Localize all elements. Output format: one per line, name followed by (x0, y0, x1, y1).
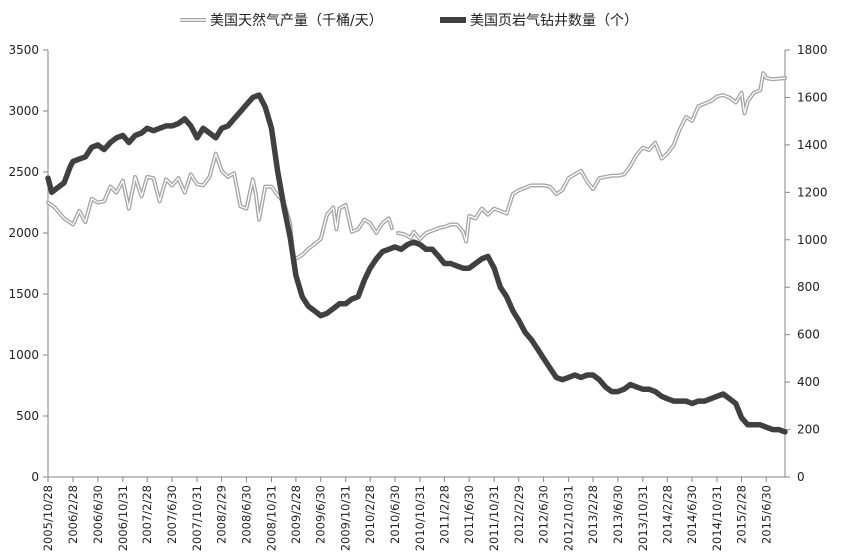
y-left-tick-label: 1000 (8, 348, 39, 362)
y-left-tick-label: 3500 (8, 43, 39, 57)
x-tick-label: 2010/6/30 (388, 485, 402, 544)
y-right-tick-label: 600 (797, 328, 820, 342)
legend-item-shale-rigs: 美国页岩气钻井数量（个） (440, 13, 638, 29)
x-tick-label: 2010/2/28 (363, 485, 377, 544)
series-shale-rigs-line (45, 92, 788, 435)
x-tick-label: 2013/2/28 (586, 485, 600, 544)
y-right-tick-label: 1600 (797, 90, 828, 104)
series-gas-production-line-inner (397, 72, 786, 243)
series-gas-production-line-inner (47, 153, 393, 261)
y-right-tick-label: 1000 (797, 233, 828, 247)
y-left-tick-label: 0 (31, 470, 39, 484)
y-right-tick-label: 400 (797, 375, 820, 389)
x-tick-label: 2012/6/30 (537, 485, 551, 544)
x-tick-label: 2008/6/30 (239, 485, 253, 544)
legend-label-gas-production: 美国天然气产量（千桶/天） (210, 12, 383, 29)
y-right-tick-label: 800 (797, 280, 820, 294)
x-tick-label: 2015/2/28 (734, 485, 748, 544)
x-tick-label: 2013/6/30 (611, 485, 625, 544)
y-left-tick-label: 1500 (8, 287, 39, 301)
y-right-tick-label: 200 (797, 423, 820, 437)
axes: 0 500 1000 1500 2000 2500 3000 3500 0 200 400 600 80… (8, 43, 827, 551)
x-tick-label: 2014/10/31 (710, 485, 724, 551)
y-right-tick-label: 1200 (797, 185, 828, 199)
y-left-tick-label: 500 (16, 409, 39, 423)
x-tick-label: 2014/2/28 (660, 485, 674, 544)
x-tick-label: 2007/6/30 (165, 485, 179, 544)
x-tick-label: 2011/10/31 (487, 485, 501, 551)
legend: 美国天然气产量（千桶/天） 美国页岩气钻井数量（个） (180, 12, 638, 29)
x-tick-label: 2015/6/30 (759, 485, 773, 544)
y-left-tick-label: 2000 (8, 226, 39, 240)
x-tick-label: 2008/10/31 (264, 485, 278, 551)
plot-area (45, 71, 788, 435)
y-left-tick-label: 3000 (8, 104, 39, 118)
x-tick-label: 2007/10/31 (190, 485, 204, 551)
legend-item-gas-production: 美国天然气产量（千桶/天） (180, 12, 383, 29)
x-tick-label: 2013/10/31 (636, 485, 650, 551)
x-tick-label: 2012/10/31 (562, 485, 576, 551)
x-tick-label: 2014/6/30 (685, 485, 699, 544)
legend-label-shale-rigs: 美国页岩气钻井数量（个） (470, 13, 638, 29)
x-tick-label: 2007/2/28 (140, 485, 154, 544)
x-tick-label: 2009/6/30 (314, 485, 328, 544)
x-tick-label: 2006/2/28 (66, 485, 80, 544)
x-tick-label: 2010/10/31 (413, 485, 427, 551)
x-tick-label: 2006/10/31 (116, 485, 130, 551)
x-tick-label: 2009/2/28 (289, 485, 303, 544)
y-left-tick-label: 2500 (8, 165, 39, 179)
series-gas-production-line (46, 151, 394, 262)
x-tick-label: 2005/10/28 (41, 485, 55, 551)
series-gas-production-line (396, 71, 787, 244)
x-tick-label: 2006/6/30 (91, 485, 105, 544)
y-right-tick-label: 1800 (797, 43, 828, 57)
y-right-tick-label: 1400 (797, 138, 828, 152)
x-tick-label: 2008/2/29 (215, 485, 229, 544)
x-tick-label: 2012/2/29 (512, 485, 526, 544)
x-tick-label: 2011/6/30 (462, 485, 476, 544)
x-tick-label: 2011/2/28 (437, 485, 451, 544)
x-tick-label: 2009/10/31 (339, 485, 353, 551)
y-right-tick-label: 0 (797, 470, 805, 484)
